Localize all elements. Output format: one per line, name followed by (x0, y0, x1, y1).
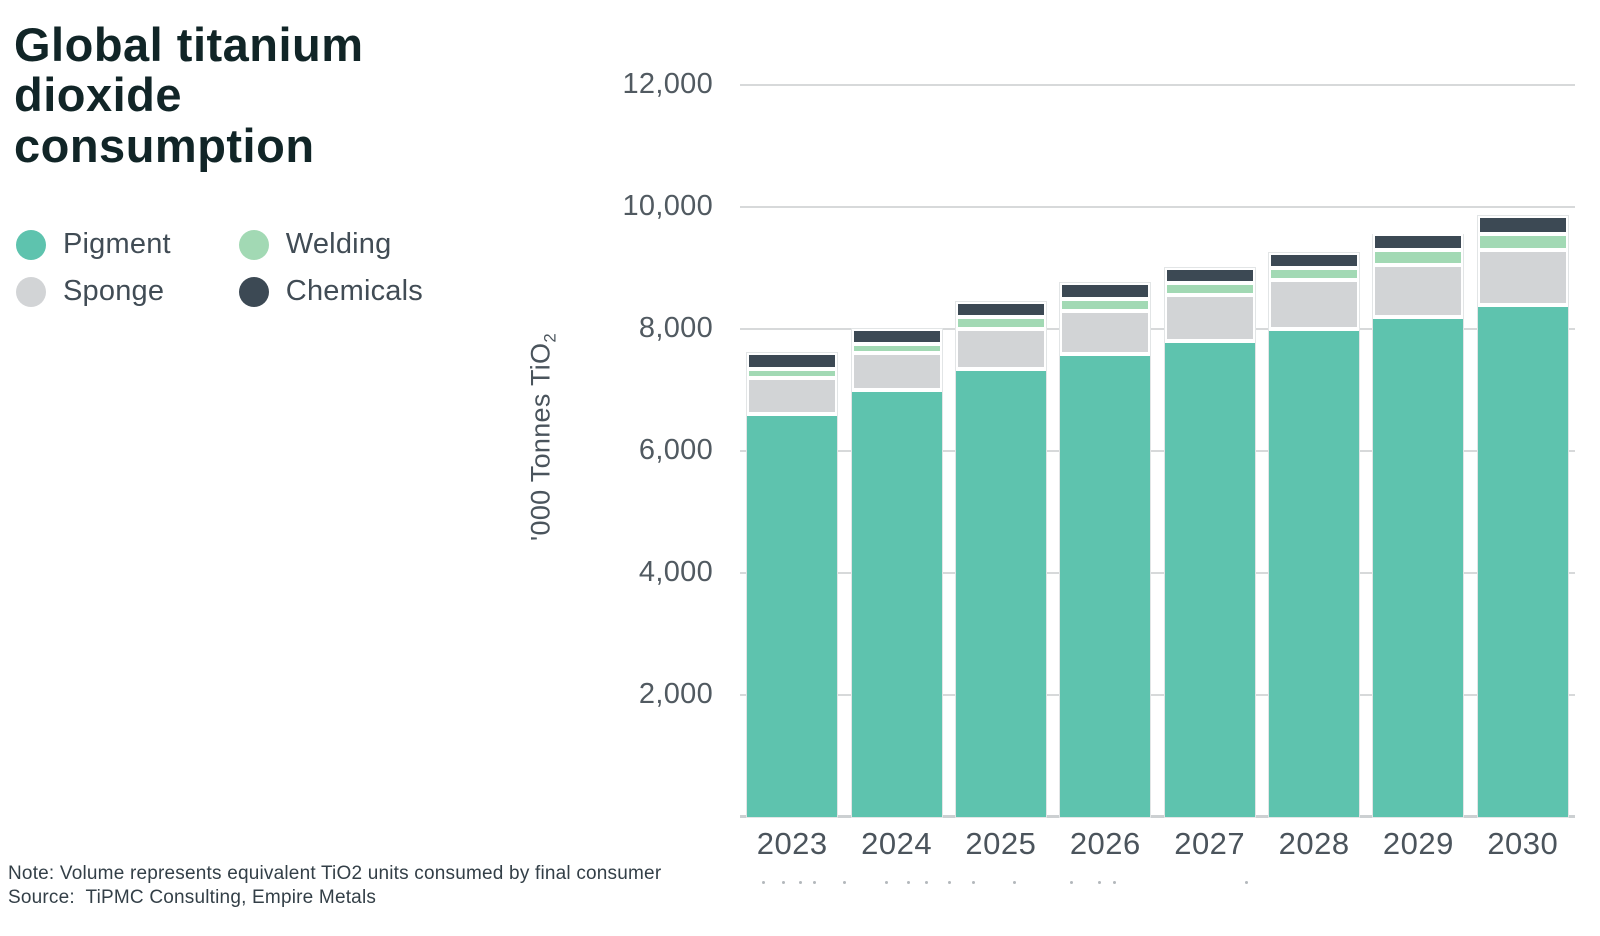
legend-label-sponge: Sponge (63, 275, 165, 307)
cropped-text-artifact (1098, 881, 1101, 884)
footnote-block: Note: Volume represents equivalent TiO2 … (8, 862, 661, 910)
cropped-text-artifact (925, 881, 928, 884)
cropped-text-artifact (948, 881, 951, 884)
bar-segment-sponge (1164, 295, 1255, 342)
bar-segment-pigment (1477, 304, 1568, 817)
bar-segment-pigment (747, 414, 838, 817)
x-axis-label: 2030 (1487, 826, 1559, 861)
bar-segment-chemicals (851, 328, 942, 345)
stacked-bar-2026 (1060, 283, 1151, 818)
stacked-bar-2027 (1164, 267, 1255, 817)
bar-segment-welding (1164, 283, 1255, 296)
y-axis-tick-label: 2,000 (638, 677, 713, 710)
bar-segment-sponge (1060, 310, 1151, 354)
bar-segment-sponge (851, 353, 942, 390)
cropped-text-artifact (799, 881, 802, 884)
bar-segment-pigment (955, 368, 1046, 817)
cropped-text-artifact (907, 881, 910, 884)
x-axis-label: 2024 (861, 826, 933, 861)
pigment-swatch-icon (16, 229, 46, 260)
welding-swatch-icon (238, 229, 269, 260)
bar-segment-sponge (1477, 249, 1568, 305)
cropped-text-artifact (782, 881, 785, 884)
bar-segment-chemicals (1477, 216, 1568, 235)
bar-segment-pigment (1164, 341, 1255, 817)
bar-segment-chemicals (1060, 283, 1151, 299)
legend-item-pigment: Pigment (16, 228, 171, 261)
cropped-text-artifact (813, 881, 816, 884)
chart-title: Global titanium dioxide consumption (14, 18, 364, 172)
bar-segment-welding (1373, 249, 1464, 265)
bar-segment-chemicals (955, 301, 1046, 317)
legend: Pigment Sponge Welding Chemicals (16, 228, 423, 308)
gridline (740, 450, 1575, 452)
bar-segment-welding (1060, 298, 1151, 311)
x-axis-label: 2025 (965, 826, 1037, 861)
stacked-bar-2028 (1269, 252, 1360, 818)
x-axis-label: 2028 (1278, 826, 1350, 861)
gridline (740, 84, 1575, 86)
bar-segment-sponge (1373, 264, 1464, 317)
legend-label-chemicals: Chemicals (285, 275, 423, 307)
cropped-text-artifact (762, 881, 765, 884)
x-axis-line (740, 815, 1575, 818)
bar-segment-pigment (851, 390, 942, 817)
cropped-text-artifact (1013, 881, 1016, 884)
note-line: Note: Volume represents equivalent TiO2 … (8, 863, 662, 884)
x-axis-label: 2026 (1069, 826, 1141, 861)
bar-segment-welding (747, 368, 838, 378)
cropped-text-artifact (972, 881, 975, 884)
bar-segment-chemicals (747, 353, 838, 369)
legend-item-chemicals: Chemicals (238, 275, 423, 308)
y-axis-tick-label: 6,000 (638, 433, 713, 466)
sponge-swatch-icon (16, 276, 46, 307)
cropped-text-artifact (885, 881, 888, 884)
stacked-bar-2029 (1373, 234, 1464, 817)
bar-segment-welding (955, 316, 1046, 330)
stacked-bar-2024 (851, 328, 942, 817)
bar-segment-chemicals (1269, 252, 1360, 269)
cropped-text-artifact (1245, 881, 1248, 884)
cropped-text-artifact (1113, 881, 1116, 884)
x-axis-label: 2023 (756, 826, 828, 861)
source-line: Source: TiPMC Consulting, Empire Metals (8, 886, 377, 908)
chemicals-swatch-icon (238, 276, 269, 307)
bar-segment-pigment (1269, 329, 1360, 818)
gridline (740, 572, 1575, 574)
cropped-text-artifact (1070, 881, 1073, 884)
y-axis-tick-label: 12,000 (622, 67, 713, 100)
gridline (740, 328, 1575, 330)
stacked-bar-2025 (955, 301, 1046, 817)
legend-item-sponge: Sponge (16, 275, 171, 308)
bar-segment-pigment (1373, 316, 1464, 817)
bar-segment-chemicals (1373, 234, 1464, 250)
legend-label-pigment: Pigment (63, 228, 171, 260)
stacked-bar-2030 (1477, 216, 1568, 817)
y-axis-tick-label: 4,000 (638, 555, 713, 588)
legend-label-welding: Welding (285, 228, 392, 260)
y-axis-tick-label: 10,000 (622, 189, 713, 222)
gridline (740, 694, 1575, 696)
x-axis-label: 2027 (1174, 826, 1246, 861)
cropped-text-artifact (843, 881, 846, 884)
bar-segment-pigment (1060, 353, 1151, 818)
bar-segment-sponge (747, 377, 838, 415)
gridline (740, 206, 1575, 208)
bar-segment-sponge (1269, 280, 1360, 330)
stacked-bar-2023 (747, 353, 838, 817)
bar-segment-welding (1269, 268, 1360, 281)
y-axis-tick-label: 8,000 (638, 311, 713, 344)
bar-segment-welding (851, 344, 942, 354)
x-axis-label: 2029 (1382, 826, 1454, 861)
bar-segment-sponge (955, 329, 1046, 369)
bar-segment-chemicals (1164, 267, 1255, 284)
legend-item-welding: Welding (238, 228, 423, 261)
bar-segment-welding (1477, 234, 1568, 250)
